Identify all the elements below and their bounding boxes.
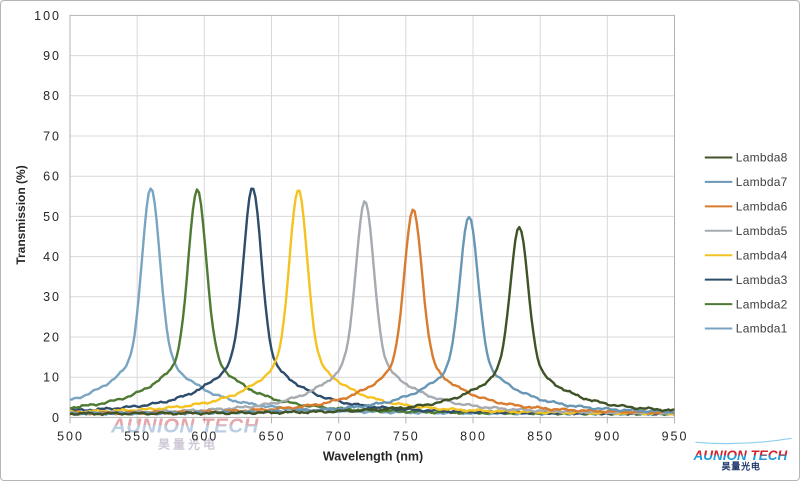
svg-text:30: 30 <box>43 290 61 304</box>
svg-text:Transmission (%): Transmission (%) <box>14 165 28 264</box>
svg-text:850: 850 <box>527 429 554 443</box>
svg-text:昊量光电: 昊量光电 <box>722 460 761 471</box>
svg-text:60: 60 <box>43 170 61 184</box>
svg-text:Wavelength (nm): Wavelength (nm) <box>323 450 423 464</box>
svg-text:50: 50 <box>43 210 61 224</box>
svg-text:Lambda2: Lambda2 <box>736 297 788 311</box>
svg-text:0: 0 <box>52 411 61 425</box>
svg-text:750: 750 <box>393 429 420 443</box>
svg-text:10: 10 <box>43 371 61 385</box>
svg-text:AUNION TECH: AUNION TECH <box>110 415 260 438</box>
svg-text:100: 100 <box>34 9 61 23</box>
svg-text:AUNION TECH: AUNION TECH <box>693 448 788 463</box>
svg-text:Lambda3: Lambda3 <box>736 273 788 287</box>
svg-text:Lambda1: Lambda1 <box>736 322 788 336</box>
svg-text:昊量光电: 昊量光电 <box>158 437 218 452</box>
svg-text:700: 700 <box>326 429 353 443</box>
svg-text:70: 70 <box>43 129 61 143</box>
svg-text:80: 80 <box>43 89 61 103</box>
svg-text:Lambda5: Lambda5 <box>736 224 788 238</box>
svg-text:Lambda4: Lambda4 <box>736 248 788 262</box>
svg-text:Lambda6: Lambda6 <box>736 200 788 214</box>
svg-text:20: 20 <box>43 330 61 344</box>
svg-text:500: 500 <box>57 429 84 443</box>
svg-text:650: 650 <box>259 429 286 443</box>
svg-text:800: 800 <box>460 429 487 443</box>
svg-text:40: 40 <box>43 250 61 264</box>
svg-text:950: 950 <box>662 429 689 443</box>
svg-text:Lambda8: Lambda8 <box>736 151 788 165</box>
svg-text:90: 90 <box>43 49 61 63</box>
svg-text:Lambda7: Lambda7 <box>736 175 788 189</box>
svg-text:900: 900 <box>594 429 621 443</box>
svg-text:600: 600 <box>191 429 218 443</box>
svg-text:550: 550 <box>124 429 151 443</box>
